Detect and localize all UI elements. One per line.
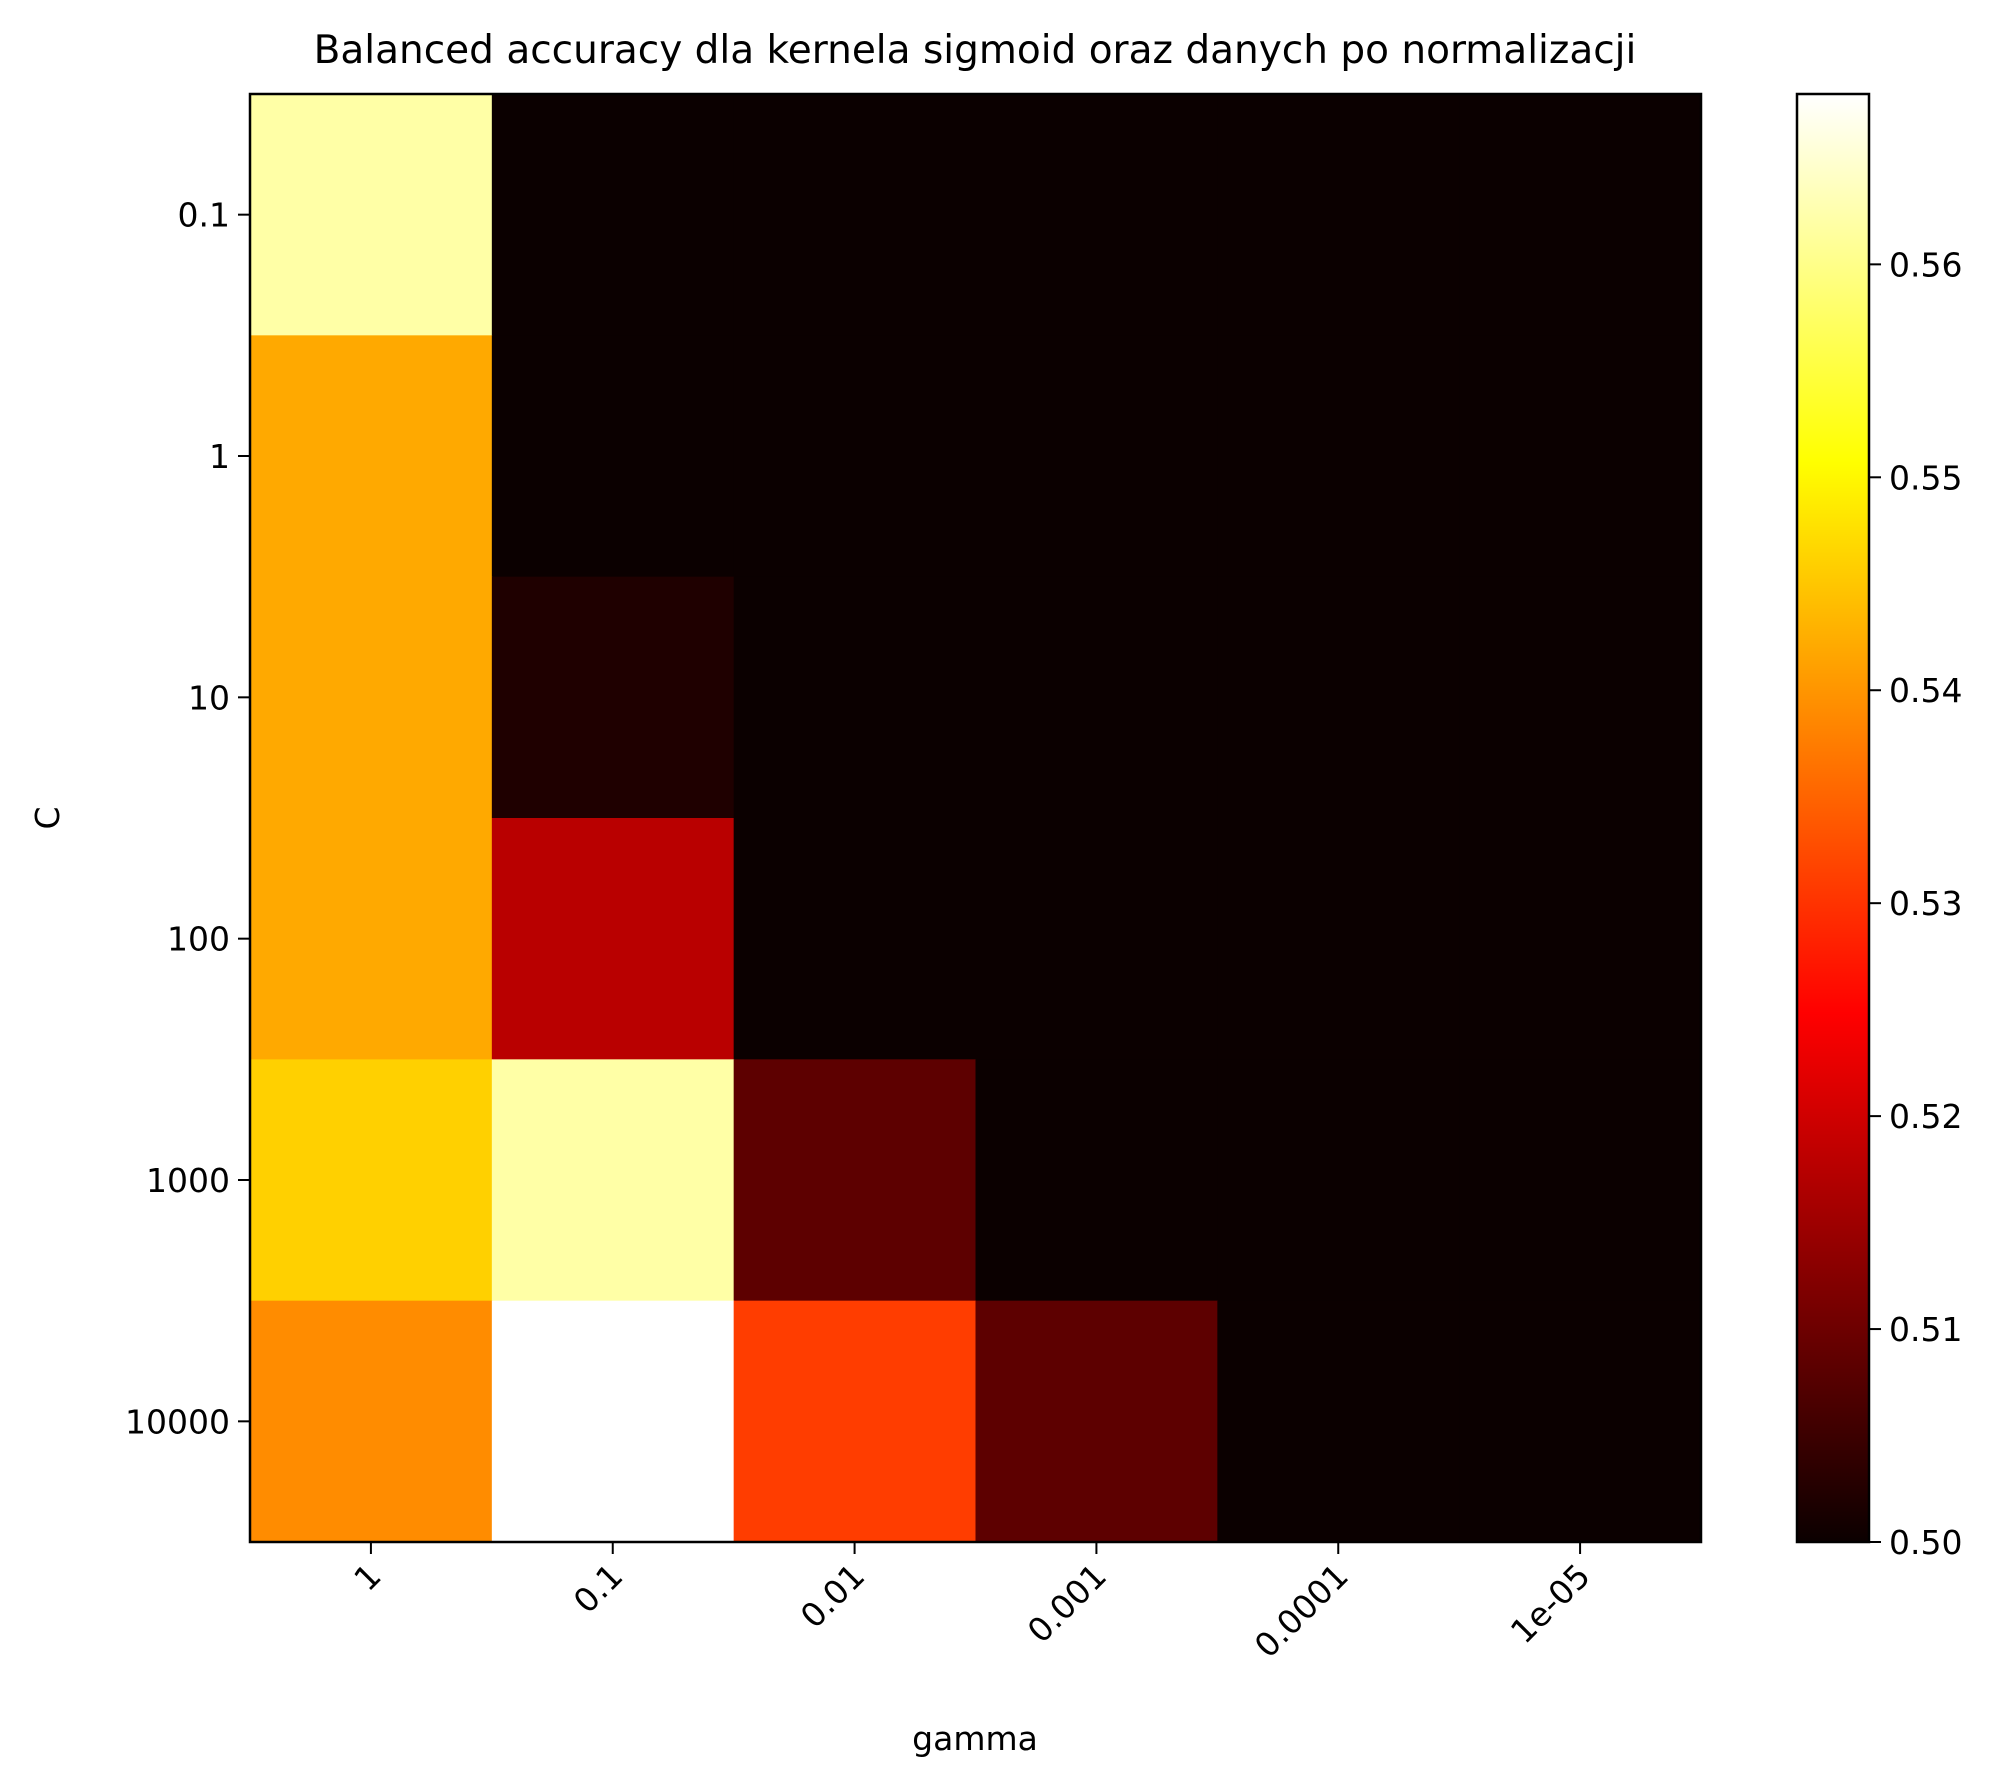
- y-tick-label: 10000: [125, 1402, 230, 1441]
- y-tick-label: 100: [167, 920, 230, 959]
- x-tick-label: 0.1: [566, 1556, 631, 1621]
- heatmap-cell: [975, 94, 1218, 336]
- heatmap-cell: [1459, 576, 1702, 819]
- heatmap-cell: [1459, 94, 1702, 336]
- heatmap-cell: [1459, 1059, 1702, 1302]
- plot-frame: [248, 92, 1703, 1544]
- heatmap-cell: [733, 1300, 977, 1543]
- heatmap-cell: [975, 1300, 1218, 1543]
- heatmap-cell: [491, 1300, 735, 1543]
- heatmap-cell: [250, 1059, 493, 1302]
- heatmap-cell: [250, 94, 493, 336]
- heatmap-cell: [1217, 818, 1460, 1060]
- heatmap-cell: [1217, 576, 1460, 819]
- heatmap-cell: [491, 576, 735, 819]
- chart-title: Balanced accuracy dla kernela sigmoid or…: [314, 28, 1637, 73]
- colorbar-tick-label: 0.56: [1889, 245, 1962, 284]
- y-tick-label: 0.1: [178, 196, 230, 235]
- heatmap-cell: [975, 818, 1218, 1060]
- x-tick-label: 0.01: [793, 1556, 873, 1636]
- x-tick-label: 1: [346, 1556, 388, 1598]
- colorbar-tick-label: 0.55: [1889, 458, 1962, 497]
- y-tick-label: 10: [188, 678, 230, 717]
- heatmap-cell: [491, 1059, 735, 1302]
- heatmap-cell: [975, 335, 1218, 578]
- colorbar: [1795, 92, 1871, 1544]
- heatmap-cell: [975, 576, 1218, 819]
- colorbar-ticks: 0.50 0.51 0.52 0.53 0.54 0.55 0.56: [1869, 245, 1962, 1562]
- heatmap-cell: [975, 1059, 1218, 1302]
- colorbar-tick-label: 0.51: [1889, 1310, 1962, 1349]
- heatmap-cell: [250, 335, 493, 578]
- heatmap-cell: [1217, 1059, 1460, 1302]
- x-tick-label: 1e-05: [1503, 1556, 1598, 1651]
- heatmap-cell: [250, 1300, 493, 1543]
- x-axis: 1 0.1 0.01 0.001 0.0001 1e-05: [346, 1542, 1598, 1665]
- x-axis-label: gamma: [912, 1719, 1038, 1758]
- heatmap-cell: [733, 1059, 977, 1302]
- colorbar-tick-label: 0.52: [1889, 1097, 1962, 1136]
- heatmap-cell: [1217, 94, 1460, 336]
- heatmap-cell: [250, 576, 493, 819]
- heatmap-cell: [1217, 335, 1460, 578]
- heatmap-cell: [1459, 335, 1702, 578]
- heatmap-cell: [733, 335, 977, 578]
- colorbar-tick-label: 0.53: [1889, 884, 1962, 923]
- heatmap-cell: [1459, 818, 1702, 1060]
- y-tick-label: 1: [209, 437, 230, 476]
- heatmap-cell: [491, 818, 735, 1060]
- colorbar-tick-label: 0.54: [1889, 671, 1962, 710]
- heatmap-cell: [733, 818, 977, 1060]
- heatmap-cell: [1217, 1300, 1460, 1543]
- heatmap-cells: [250, 94, 1702, 1543]
- heatmap-cell: [733, 576, 977, 819]
- heatmap-cell: [1459, 1300, 1702, 1543]
- heatmap-cell: [491, 94, 735, 336]
- x-tick-label: 0.0001: [1247, 1556, 1356, 1665]
- heatmap-cell: [250, 818, 493, 1060]
- x-tick-label: 0.001: [1020, 1556, 1114, 1650]
- y-axis: 0.1 1 10 100 1000 10000: [125, 196, 250, 1441]
- heatmap-cell: [733, 94, 977, 336]
- heatmap-cell: [491, 335, 735, 578]
- colorbar-tick-label: 0.50: [1889, 1523, 1962, 1562]
- y-tick-label: 1000: [146, 1161, 230, 1200]
- y-axis-label: C: [28, 806, 67, 829]
